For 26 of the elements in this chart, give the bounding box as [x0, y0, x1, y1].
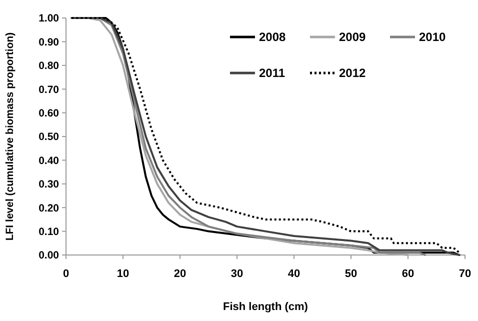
- legend-label: 2008: [259, 30, 286, 44]
- y-tick-label: 0.30: [38, 178, 60, 191]
- x-tick-label: 30: [230, 268, 244, 280]
- y-tick-label: 0.60: [38, 107, 60, 120]
- x-axis-title: Fish length (cm): [223, 301, 308, 313]
- x-tick-label: 70: [458, 268, 472, 280]
- legend-label: 2010: [419, 30, 446, 44]
- x-tick-label: 0: [62, 268, 70, 280]
- x-tick-label: 50: [344, 268, 358, 280]
- x-tick-label: 40: [288, 268, 300, 280]
- legend-label: 2011: [259, 66, 286, 80]
- y-tick-label: 0.50: [38, 131, 60, 144]
- x-tick-label: 60: [402, 268, 414, 280]
- y-tick-label: 0.70: [38, 84, 60, 96]
- x-tick-label: 10: [116, 268, 130, 280]
- legend-label: 2012: [339, 66, 366, 80]
- y-tick-label: 0.00: [38, 250, 60, 262]
- legend-label: 2009: [339, 30, 366, 44]
- y-tick-label: 0.20: [38, 202, 60, 214]
- y-tick-label: 0.80: [38, 60, 60, 72]
- y-axis-title: LFI level (cumulative biomass proportion): [4, 32, 16, 241]
- y-tick-label: 0.40: [38, 154, 60, 167]
- y-tick-label: 0.90: [38, 36, 60, 48]
- y-tick-label: 0.10: [38, 226, 60, 238]
- x-tick-label: 20: [174, 268, 186, 280]
- y-tick-label: 1.00: [38, 12, 60, 25]
